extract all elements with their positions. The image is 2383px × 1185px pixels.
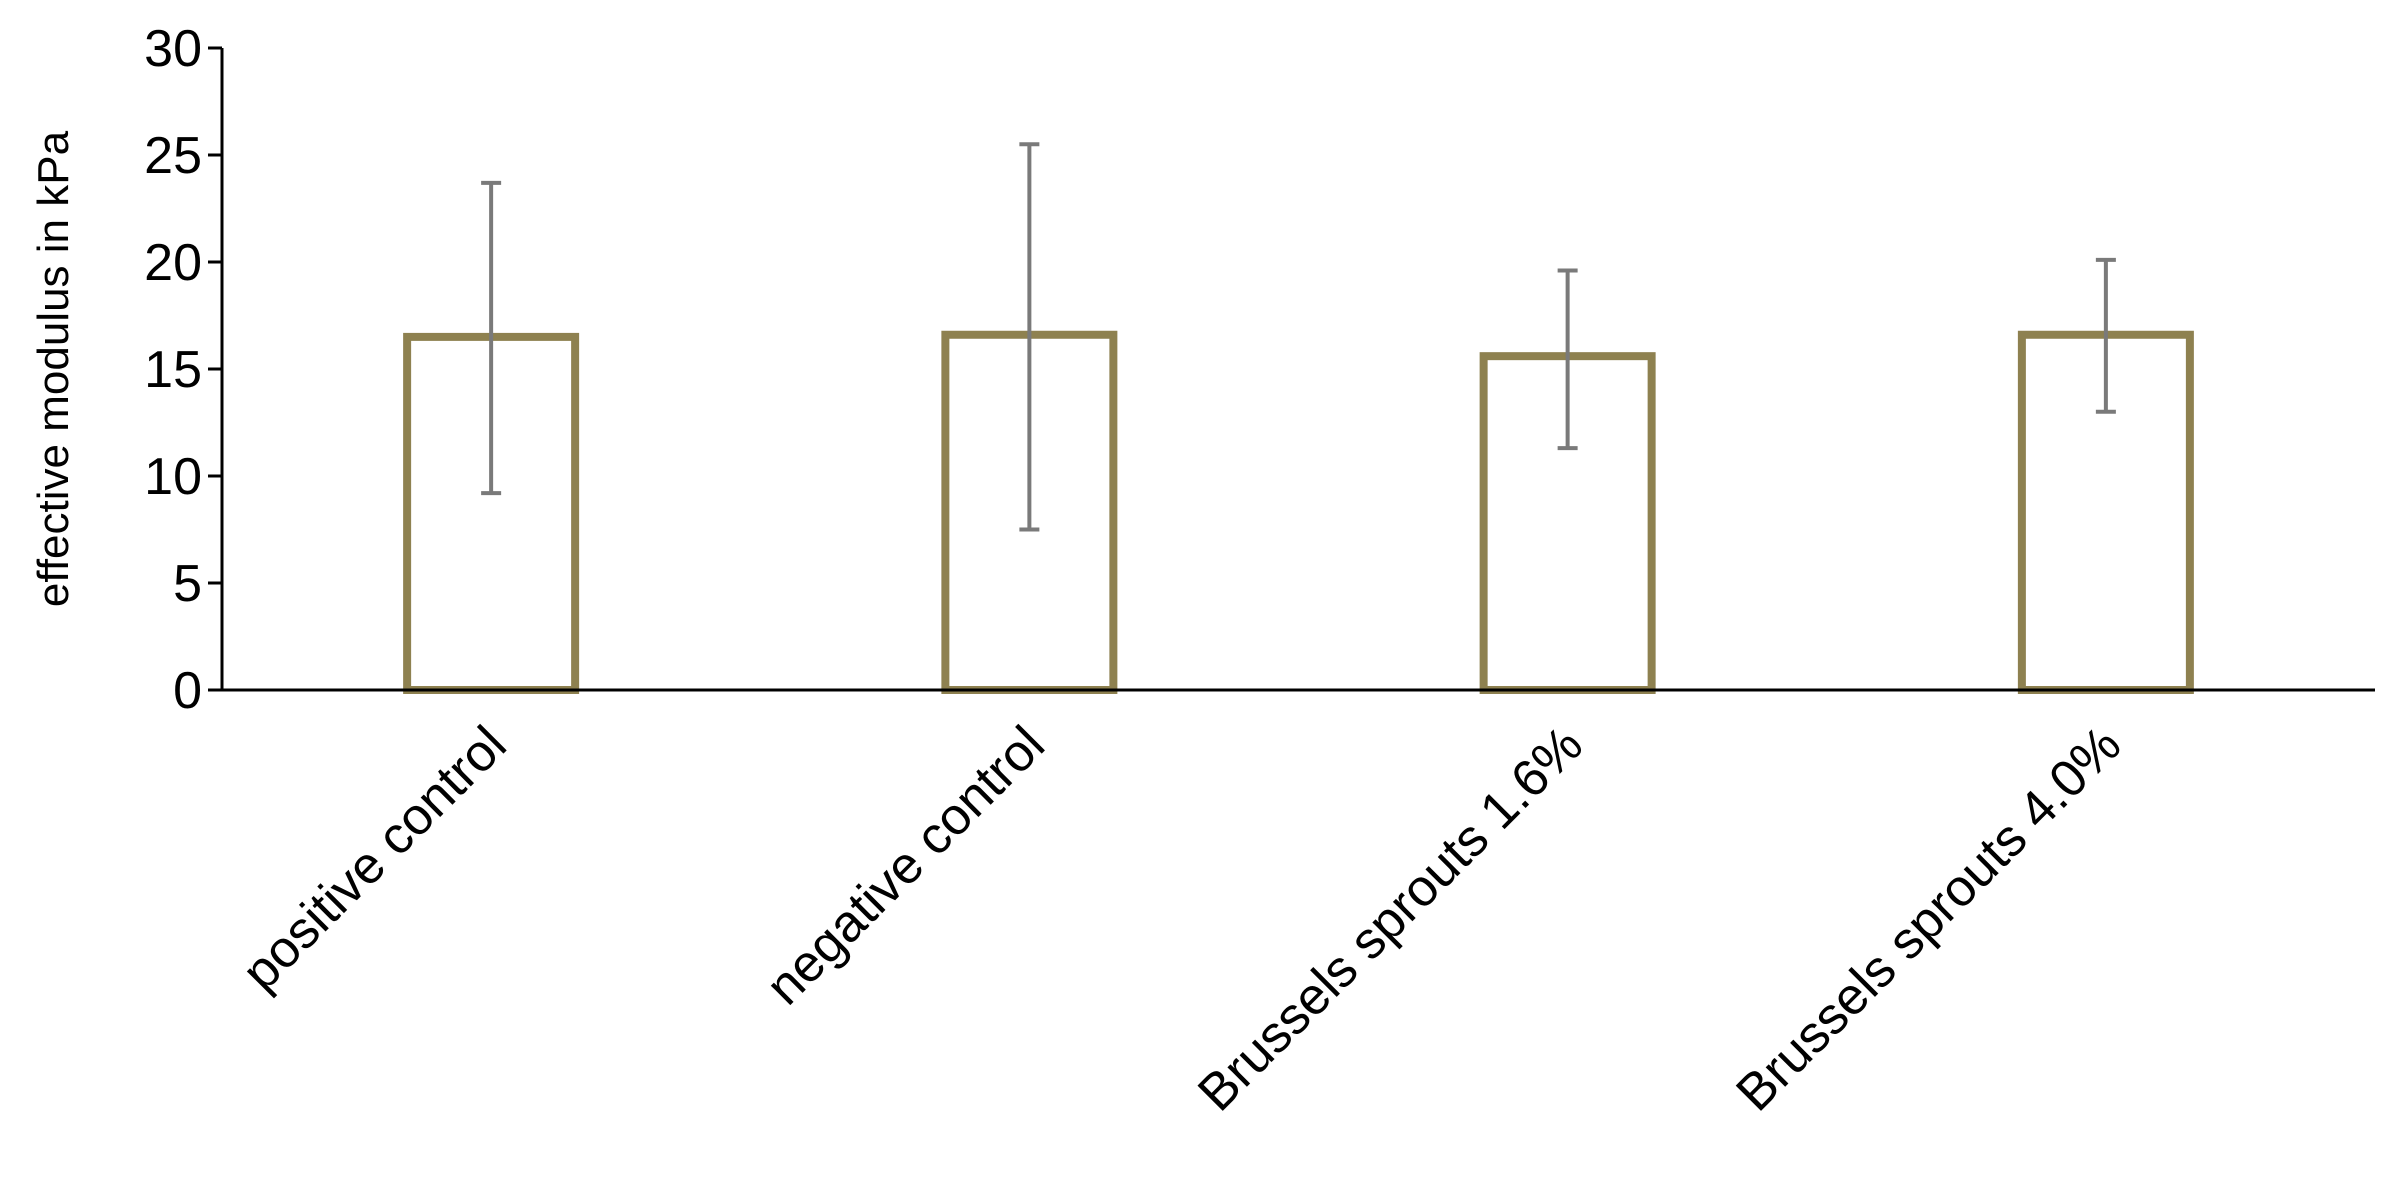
error-bar: [1019, 142, 1040, 532]
y-tick-label: 10: [144, 448, 202, 506]
error-bar: [2095, 257, 2116, 414]
y-tick-label: 20: [144, 234, 202, 292]
y-axis-title: effective modulus in kPa: [29, 130, 78, 607]
error-bar: [1557, 268, 1578, 451]
x-category-label: positive control: [231, 715, 517, 1001]
y-tick-label: 15: [144, 341, 202, 399]
x-category-label: negative control: [755, 715, 1056, 1016]
y-tick-label: 5: [173, 555, 202, 613]
error-bar: [481, 180, 502, 496]
bars: [403, 330, 2194, 694]
category-labels: positive control negative control Brussels…: [231, 715, 2132, 1122]
y-tick-label: 30: [144, 20, 202, 78]
y-tick-label: 0: [173, 662, 202, 720]
error-bars: [481, 142, 2116, 532]
y-axis: 0 5 10 15 20 25 30: [144, 20, 224, 720]
x-category-label: Brussels sprouts 1.6%: [1187, 715, 1594, 1122]
y-tick-label: 25: [144, 127, 202, 185]
x-category-label: Brussels sprouts 4.0%: [1726, 715, 2133, 1122]
